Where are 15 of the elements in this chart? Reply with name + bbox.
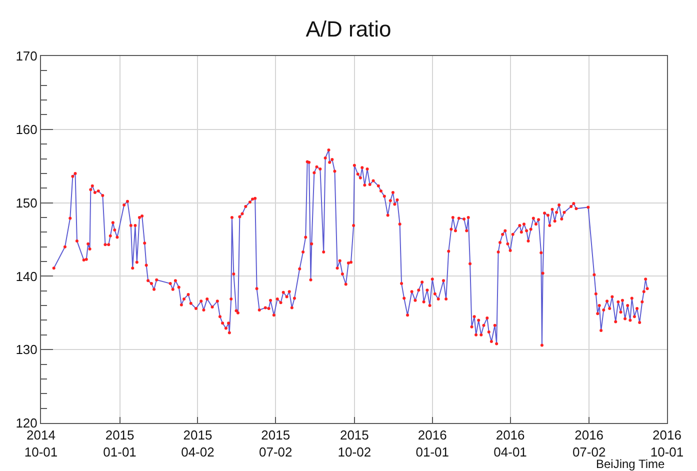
x-tick-label: 2015 04-02	[181, 428, 214, 460]
y-tick-label: 130	[16, 342, 38, 358]
x-tick-label: 2015 10-02	[338, 428, 372, 460]
y-tick-label: 160	[16, 122, 38, 137]
x-tick-label: 2016 10-01	[650, 428, 684, 460]
chart-title: A/D ratio	[306, 16, 392, 42]
y-tick-label: 170	[16, 48, 38, 64]
x-tick-label: 2016 07-02	[572, 428, 606, 460]
x-tick-label: 2016 01-01	[416, 428, 449, 460]
y-tick-label: 150	[16, 195, 38, 210]
x-axis-title: BeiJing Time	[596, 457, 666, 471]
x-tick-label: 2015 01-01	[103, 428, 136, 460]
x-tick-label: 2016 04-01	[494, 428, 527, 460]
x-tick-label: 2015 07-02	[259, 428, 292, 460]
y-tick-label: 140	[16, 268, 38, 284]
